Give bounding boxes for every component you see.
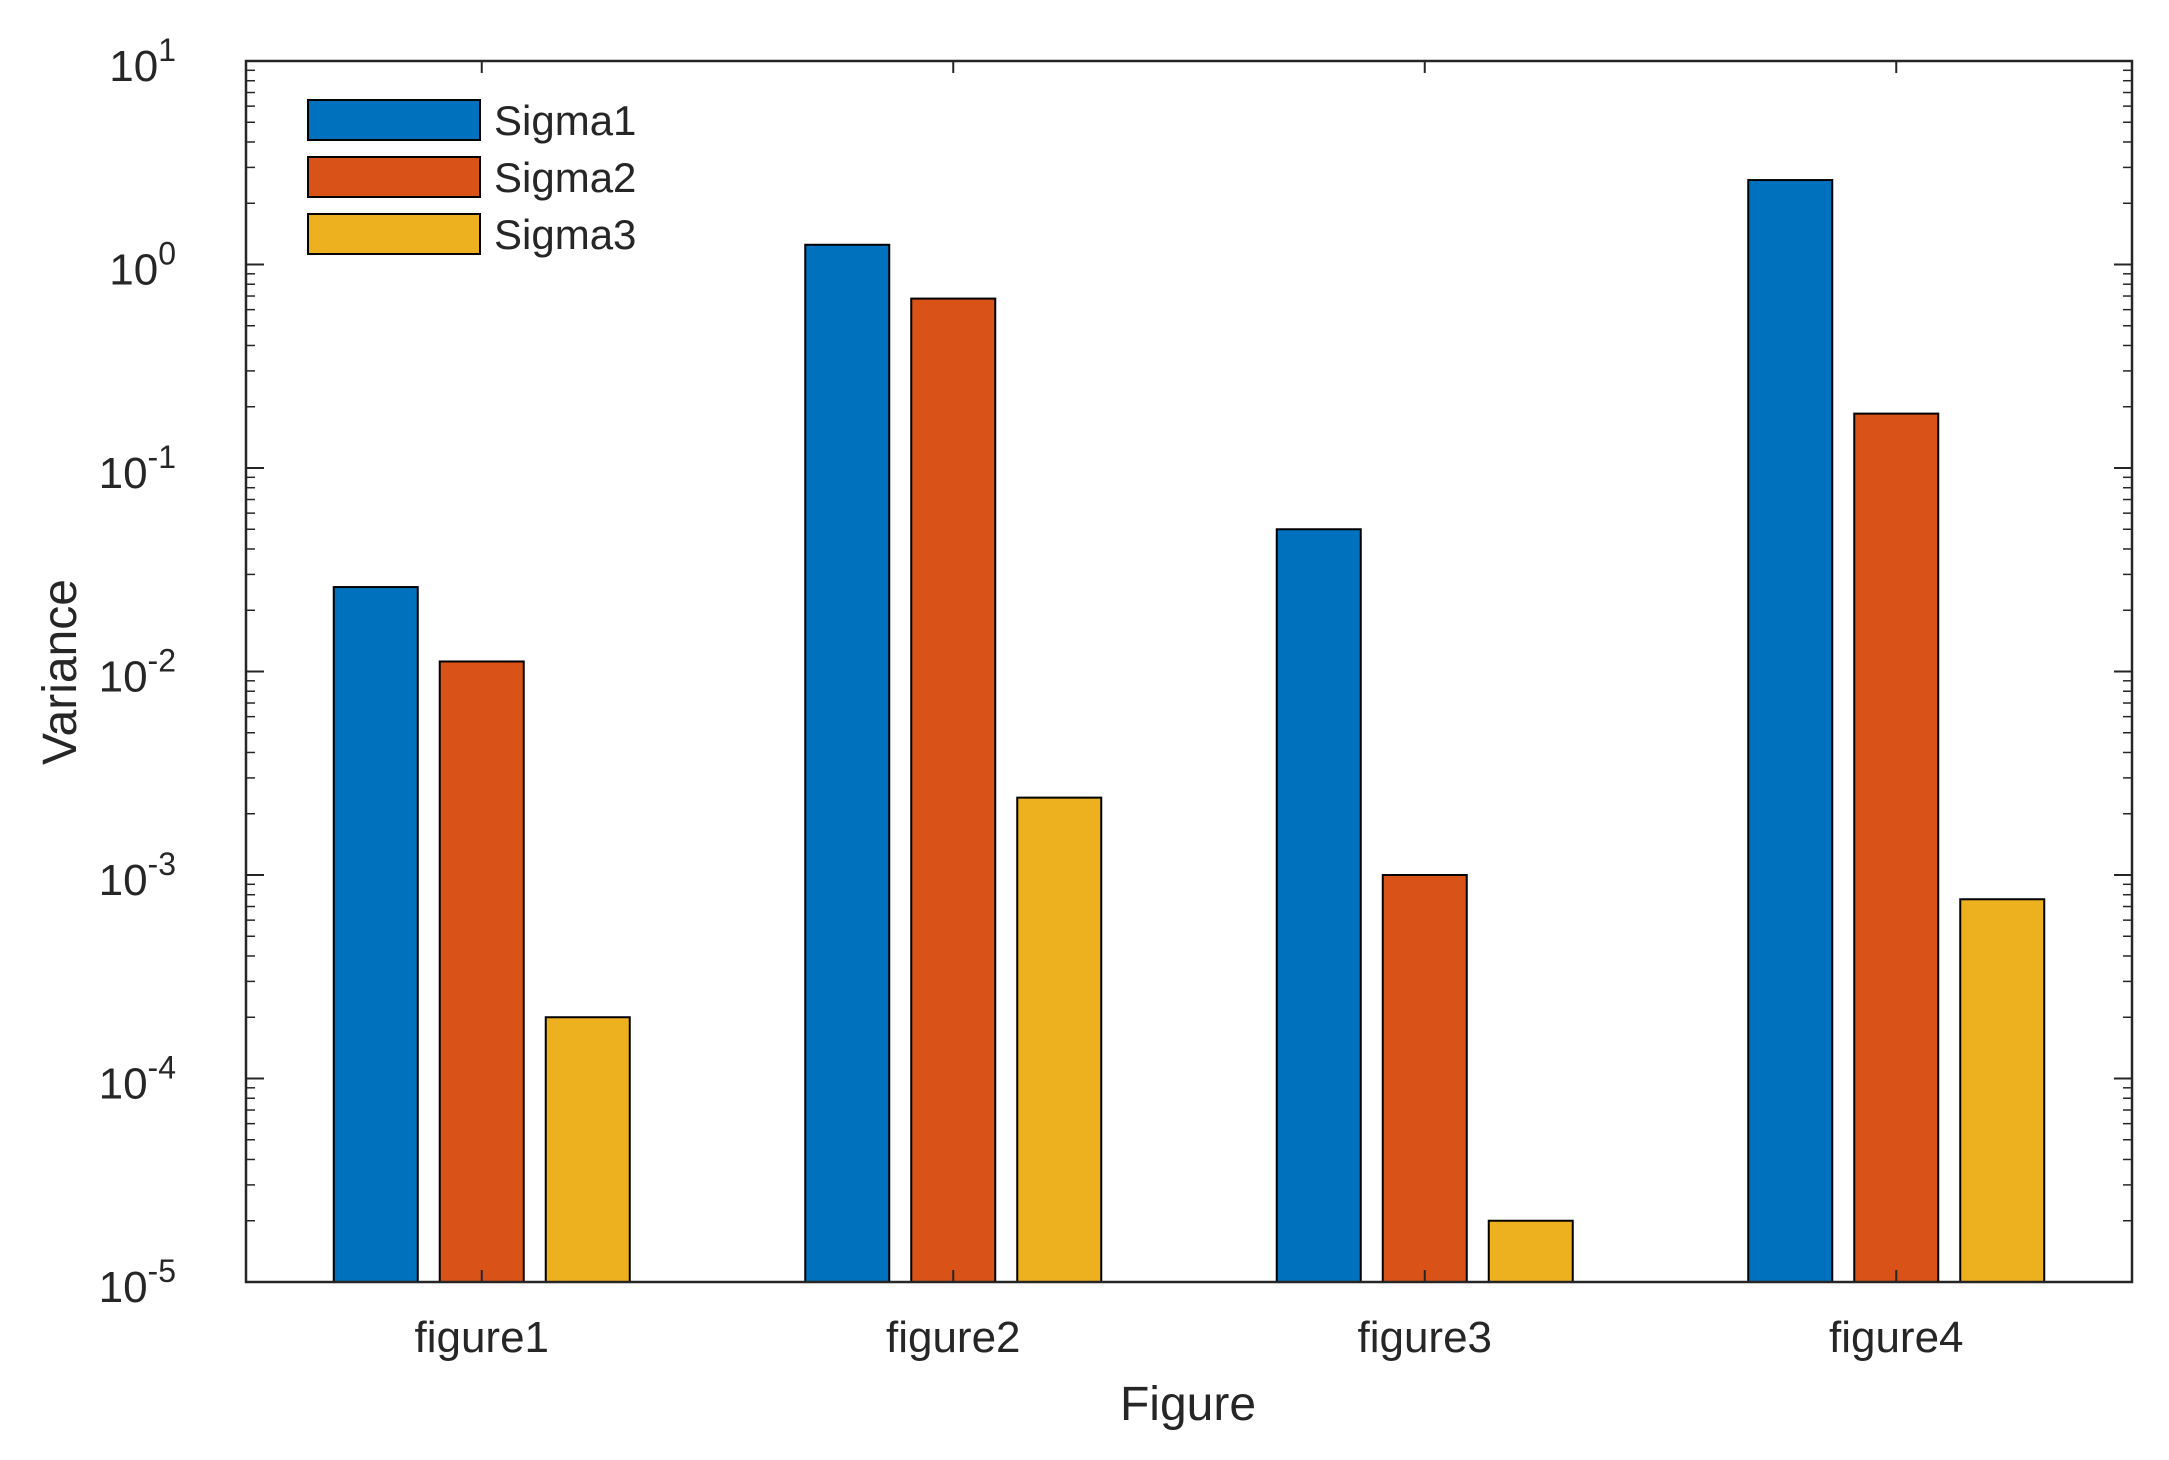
bar-sigma1-figure3	[1275, 528, 1362, 1283]
bar-sigma2-figure1	[438, 660, 525, 1283]
bars-layer	[332, 179, 2046, 1284]
legend-swatch-sigma2	[307, 156, 481, 198]
legend-swatch-sigma1	[307, 99, 481, 141]
x-tick-label-figure3: figure3	[1357, 1313, 1492, 1362]
x-tick-label-figure2: figure2	[886, 1313, 1021, 1362]
bar-sigma1-figure1	[332, 586, 419, 1283]
x-axis-label: Figure	[1120, 1378, 1256, 1431]
bar-sigma2-figure4	[1853, 412, 1940, 1283]
legend-label-sigma1: Sigma1	[494, 97, 636, 144]
x-tick-label-figure4: figure4	[1829, 1313, 1964, 1362]
axes-layer: figure1 figure2 figure3 figure4 10-5 10-4 10-3…	[99, 32, 2134, 1362]
bar-sigma3-figure1	[544, 1016, 631, 1284]
axes-box	[244, 59, 2134, 1284]
y-tick-label: 101	[109, 32, 176, 91]
bar-sigma2-figure2	[910, 297, 997, 1284]
bar-sigma1-figure2	[804, 243, 891, 1283]
bar-sigma3-figure2	[1016, 796, 1103, 1283]
legend-label-sigma3: Sigma3	[494, 211, 636, 258]
y-tick-label: 10-5	[99, 1253, 176, 1312]
bar-sigma2-figure3	[1381, 874, 1468, 1283]
y-tick-label: 10-1	[99, 439, 176, 498]
y-axis-label: Variance	[34, 579, 87, 765]
y-tick-label: 10-3	[99, 846, 176, 905]
y-tick-label: 10-4	[99, 1050, 176, 1109]
y-tick-label: 100	[109, 236, 176, 295]
bar-sigma3-figure3	[1487, 1219, 1574, 1283]
legend-swatch-sigma3	[307, 213, 481, 255]
bar-sigma3-figure4	[1959, 898, 2046, 1284]
y-tick-label: 10-2	[99, 643, 176, 702]
bar-sigma1-figure4	[1747, 179, 1834, 1283]
legend: Sigma1 Sigma2 Sigma3	[307, 97, 636, 258]
x-tick-label-figure1: figure1	[414, 1313, 549, 1362]
legend-label-sigma2: Sigma2	[494, 154, 636, 201]
